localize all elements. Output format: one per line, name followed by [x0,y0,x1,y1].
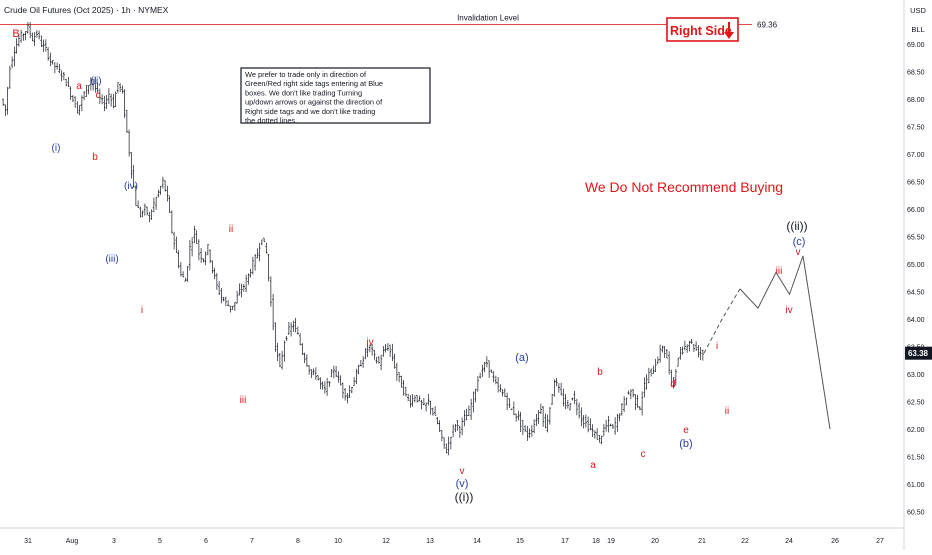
price-tick-label: 60.50 [907,510,925,517]
wave-label: iv [785,305,792,316]
strategy-note: We prefer to trade only in direction of G… [240,67,431,125]
time-tick-label: 21 [698,538,706,545]
time-tick-label: 14 [473,538,481,545]
price-tick-label: 67.00 [907,152,925,159]
wave-label: a [590,460,596,471]
wave-label: iii [776,266,783,277]
wave-label: i [716,341,718,352]
unit-label: BLL [911,25,924,34]
current-price-value: 63.38 [908,349,929,358]
wave-label: B [12,28,19,40]
time-tick-label: 10 [334,538,342,545]
time-tick-label: 27 [876,538,884,545]
price-tick-label: 61.00 [907,482,925,489]
price-tick-label: 66.50 [907,180,925,187]
headline-text: We Do Not Recommend Buying [585,179,783,195]
price-axis: 69.00 68.50 68.00 67.50 67.00 66.50 66.00 65.50… [907,42,925,516]
current-price-badge-bg [905,346,932,360]
wave-label: (iii) [105,254,118,265]
price-tick-label: 63.00 [907,372,925,379]
wave-labels: Ba (ii)c(i)b(iv)(iii)iiiiiiivv(v)((i))(a)… [12,28,807,504]
wave-label: (b) [679,438,692,450]
price-tick-label: 68.50 [907,70,925,77]
price-tick-label: 64.00 [907,317,925,324]
time-tick-label: 5 [158,538,162,545]
time-tick-label: 8 [296,538,300,545]
wave-label: (i) [52,143,61,154]
time-tick-label: 15 [516,538,524,545]
right-side-tag: Right Side [666,17,739,42]
time-tick-label: 26 [831,538,839,545]
time-tick-label: 18 [592,538,600,545]
price-tick-label: 64.50 [907,290,925,297]
time-tick-label: 6 [204,538,208,545]
price-tick-label: 65.00 [907,262,925,269]
invalidation-label: Invalidation Level [457,13,519,22]
wave-label: v [796,247,801,258]
invalidation-value: 69.36 [757,20,778,29]
price-tick-label: 69.00 [907,42,925,49]
price-tick-label: 66.00 [907,207,925,214]
current-price-badge: 63.38 [905,346,932,360]
wave-label: b [597,367,603,378]
time-tick-label: Aug [66,538,79,545]
time-tick-label: 22 [741,538,749,545]
time-tick-label: 31 [24,538,32,545]
wave-label: (c) [793,236,806,248]
wave-label: (iv) [124,181,138,192]
price-tick-label: 68.00 [907,97,925,104]
time-tick-label: 3 [112,538,116,545]
right-side-tag-label: Right Side [670,24,732,38]
time-tick-label: 20 [651,538,659,545]
strategy-note-text: We prefer to trade only in direction of G… [245,70,383,125]
wave-label: c [96,90,101,101]
projection-path [703,288,741,354]
wave-label: c [641,449,646,460]
price-tick-label: 61.50 [907,455,925,462]
wave-label: ((i)) [455,490,474,504]
right-side-tag-box [666,17,739,42]
wave-label: ((ii)) [786,219,807,233]
time-tick-label: 17 [561,538,569,545]
time-tick-label: 7 [250,538,254,545]
wave-label: (v) [456,478,469,490]
time-tick-label: 19 [607,538,615,545]
wave-label: e [683,425,689,436]
price-tick-label: 65.50 [907,235,925,242]
wave-label: (ii) [90,76,101,87]
price-tick-label: 67.50 [907,125,925,132]
wave-label: iv [366,337,373,348]
wave-label: v [460,466,465,477]
time-tick-label: 12 [382,538,390,545]
wave-label: i [141,305,143,316]
price-series [2,22,704,456]
strategy-note-box [240,67,431,124]
time-tick-label: 24 [785,538,793,545]
chart-title: Crude Oil Futures (Oct 2025) · 1h · NYME… [4,5,169,15]
price-tick-label: 62.50 [907,400,925,407]
time-axis: 31 Aug 3 5 6 7 8 10 12 13 14 15 17 18 19 20 21 22 24 26 27 [24,538,884,545]
wave-label: b [92,152,98,163]
wave-label: ii [229,224,233,235]
wave-label: a [76,81,82,92]
wave-label: iii [240,395,247,406]
projection-path-solid [739,255,831,430]
price-tick-label: 62.00 [907,427,925,434]
currency-label: USD [910,6,926,15]
down-arrow-icon [724,22,734,39]
wave-label: (a) [515,352,528,364]
wave-label: ii [725,406,729,417]
wave-label: d [670,379,676,390]
time-tick-label: 13 [426,538,434,545]
